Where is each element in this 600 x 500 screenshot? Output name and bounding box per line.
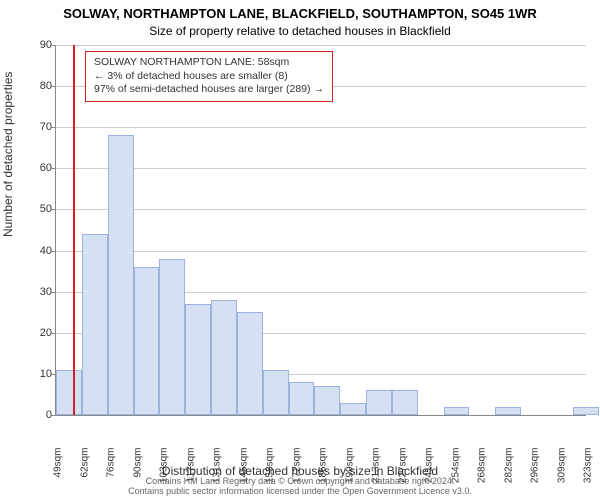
chart-container: SOLWAY, NORTHAMPTON LANE, BLACKFIELD, SO… <box>0 0 600 500</box>
histogram-bar <box>237 312 263 415</box>
legend-line-3: 97% of semi-detached houses are larger (… <box>94 83 324 97</box>
histogram-bar <box>289 382 315 415</box>
histogram-bar <box>340 403 366 415</box>
y-tick-label: 0 <box>22 409 52 421</box>
histogram-bar <box>495 407 521 415</box>
y-tick-label: 20 <box>22 327 52 339</box>
y-tick-label: 70 <box>22 121 52 133</box>
histogram-bar <box>366 390 392 415</box>
y-tick-label: 90 <box>22 39 52 51</box>
legend-line-1: SOLWAY NORTHAMPTON LANE: 58sqm <box>94 56 324 70</box>
y-tick-mark <box>51 292 55 293</box>
page-title: SOLWAY, NORTHAMPTON LANE, BLACKFIELD, SO… <box>0 6 600 21</box>
y-tick-label: 50 <box>22 203 52 215</box>
y-tick-mark <box>51 374 55 375</box>
grid-line <box>56 209 586 210</box>
histogram-bar <box>108 135 134 415</box>
histogram-bar <box>392 390 418 415</box>
y-tick-mark <box>51 45 55 46</box>
y-tick-mark <box>51 127 55 128</box>
y-tick-label: 80 <box>22 80 52 92</box>
histogram-bar <box>134 267 160 415</box>
histogram-bar <box>185 304 211 415</box>
y-tick-label: 40 <box>22 245 52 257</box>
legend-line-2: ← 3% of detached houses are smaller (8) <box>94 70 324 84</box>
grid-line <box>56 168 586 169</box>
y-axis-label: Number of detached properties <box>1 72 15 237</box>
histogram-bar <box>82 234 108 415</box>
grid-line <box>56 251 586 252</box>
y-tick-mark <box>51 251 55 252</box>
grid-line <box>56 127 586 128</box>
y-tick-label: 10 <box>22 368 52 380</box>
histogram-bar <box>444 407 470 415</box>
y-tick-mark <box>51 168 55 169</box>
y-tick-mark <box>51 86 55 87</box>
histogram-bar <box>263 370 289 415</box>
y-tick-mark <box>51 209 55 210</box>
y-tick-mark <box>51 415 55 416</box>
y-tick-mark <box>51 333 55 334</box>
histogram-bar <box>314 386 340 415</box>
footer-attribution: Contains HM Land Registry data © Crown c… <box>0 477 600 497</box>
histogram-bar <box>56 370 82 415</box>
page-subtitle: Size of property relative to detached ho… <box>0 24 600 38</box>
reference-line <box>73 45 75 415</box>
histogram-bar <box>211 300 237 415</box>
legend-box: SOLWAY NORTHAMPTON LANE: 58sqm ← 3% of d… <box>85 51 333 102</box>
grid-line <box>56 45 586 46</box>
footer-line-2: Contains public sector information licen… <box>0 487 600 497</box>
histogram-bar <box>159 259 185 415</box>
histogram-bar <box>573 407 599 415</box>
y-tick-label: 60 <box>22 162 52 174</box>
y-tick-label: 30 <box>22 286 52 298</box>
